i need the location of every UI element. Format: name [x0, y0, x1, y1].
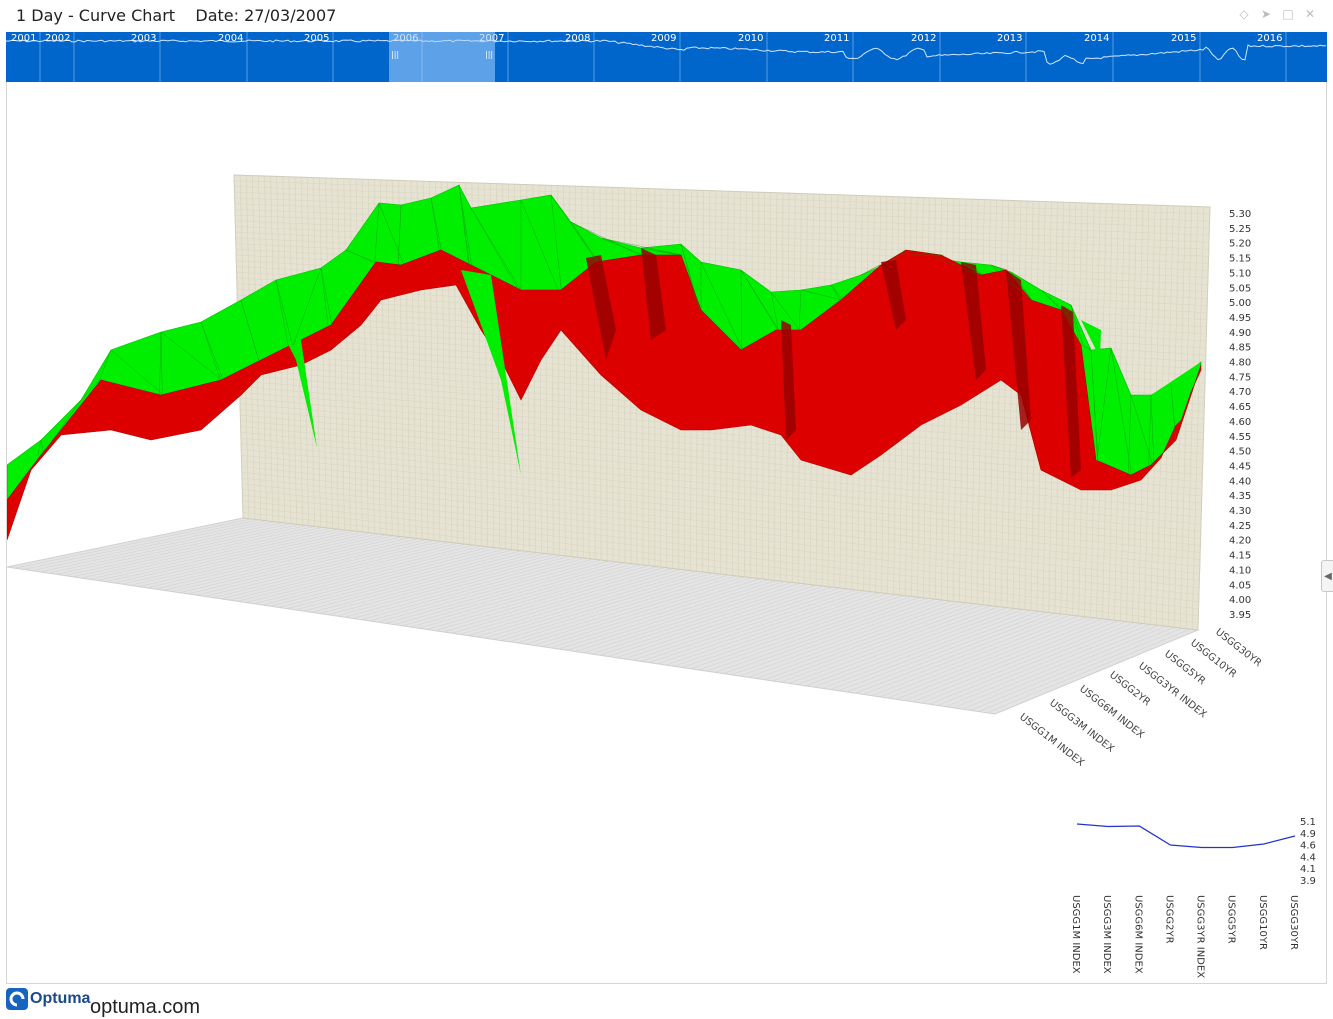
mini-y-tick-label: 4.6 — [1300, 841, 1316, 852]
window-controls: ◇ ➤ □ ✕ — [1237, 6, 1317, 22]
optuma-logo[interactable]: Optuma — [6, 988, 90, 1010]
window-title: 1 Day - Curve Chart Date: 27/03/2007 — [16, 6, 336, 25]
mini-x-tick-label: USGG5YR — [1226, 895, 1237, 944]
timeline-year-label: 2013 — [997, 33, 1022, 44]
mini-x-tick-label: USGG3M INDEX — [1101, 895, 1112, 974]
timeline-right-handle[interactable]: ||| — [485, 50, 489, 60]
z-tick-label: 4.15 — [1229, 551, 1251, 562]
z-tick-label: 4.45 — [1229, 461, 1251, 472]
z-tick-label: 4.10 — [1229, 565, 1251, 576]
mini-y-tick-label: 3.9 — [1300, 876, 1316, 887]
mini-y-tick-label: 5.1 — [1300, 817, 1316, 828]
z-tick-label: 4.80 — [1229, 358, 1251, 369]
timeline-year-label: 2015 — [1171, 33, 1196, 44]
z-tick-label: 5.20 — [1229, 239, 1251, 250]
diamond-icon[interactable]: ◇ — [1237, 6, 1251, 22]
timeline-year-label: 2001 — [11, 33, 36, 44]
z-tick-label: 4.95 — [1229, 313, 1251, 324]
series-axis-label: USGG3YR INDEX — [1136, 661, 1208, 721]
close-icon[interactable]: ✕ — [1303, 6, 1317, 22]
timeline-year-label: 2011 — [824, 33, 849, 44]
z-tick-label: 4.05 — [1229, 580, 1251, 591]
timeline-year-label: 2004 — [218, 33, 243, 44]
pin-icon[interactable]: ➤ — [1259, 6, 1273, 22]
mini-x-tick-label: USGG2YR — [1163, 895, 1174, 944]
z-tick-label: 4.20 — [1229, 536, 1251, 547]
timeline-year-label: 2005 — [304, 33, 329, 44]
timeline-year-label: 2014 — [1084, 33, 1109, 44]
timeline-year-label: 2002 — [45, 33, 70, 44]
z-tick-label: 4.35 — [1229, 491, 1251, 502]
timeline-year-label: 2008 — [565, 33, 590, 44]
mini-y-tick-label: 4.4 — [1300, 852, 1316, 863]
z-tick-label: 5.30 — [1229, 209, 1251, 220]
z-tick-label: 4.60 — [1229, 417, 1251, 428]
z-tick-label: 4.70 — [1229, 387, 1251, 398]
timeline-year-label: 2012 — [911, 33, 936, 44]
chart-area[interactable]: 5.30 5.25 5.20 5.15 5.10 5.05 5.00 4.95 4.90 4.85… — [6, 82, 1327, 984]
timeline-selection-window[interactable]: ||| ||| — [389, 32, 495, 82]
z-tick-label: 4.55 — [1229, 432, 1251, 443]
z-tick-label: 4.40 — [1229, 476, 1251, 487]
z-tick-label: 3.95 — [1229, 610, 1251, 621]
mini-y-tick-label: 4.1 — [1300, 864, 1316, 875]
maximize-icon[interactable]: □ — [1281, 6, 1295, 22]
z-tick-label: 4.50 — [1229, 447, 1251, 458]
z-tick-label: 4.75 — [1229, 372, 1251, 383]
z-tick-label: 5.05 — [1229, 283, 1251, 294]
z-tick-label: 4.30 — [1229, 506, 1251, 517]
z-tick-label: 5.25 — [1229, 224, 1251, 235]
mini-curve-line — [1077, 824, 1295, 848]
z-tick-label: 4.90 — [1229, 328, 1251, 339]
timeline-year-label: 2010 — [738, 33, 763, 44]
timeline-year-label: 2003 — [131, 33, 156, 44]
date-label: Date: 27/03/2007 — [195, 6, 336, 25]
mini-x-tick-label: USGG1M INDEX — [1070, 895, 1081, 974]
z-tick-label: 4.00 — [1229, 595, 1251, 606]
timeline-year-label: 2009 — [651, 33, 676, 44]
z-tick-label: 4.65 — [1229, 402, 1251, 413]
z-tick-label: 4.25 — [1229, 521, 1251, 532]
footer: Optuma optuma.com — [0, 984, 1333, 1016]
logo-text: Optuma — [30, 990, 90, 1008]
mini-x-tick-label: USGG3YR INDEX — [1195, 895, 1206, 978]
mini-y-tick-label: 4.9 — [1300, 829, 1316, 840]
z-tick-label: 4.85 — [1229, 343, 1251, 354]
timeline-left-handle[interactable]: ||| — [391, 50, 395, 60]
curve-surface-chart[interactable]: 5.30 5.25 5.20 5.15 5.10 5.05 5.00 4.95 4.90 4.85… — [7, 82, 1328, 984]
mini-x-tick-label: USGG10YR — [1257, 895, 1268, 950]
timeline-year-label: 2016 — [1257, 33, 1282, 44]
timeline-navigator[interactable]: 2001200220032004200520062007200820092010… — [6, 32, 1327, 82]
mini-x-tick-label: USGG6M INDEX — [1132, 895, 1143, 974]
z-tick-label: 5.15 — [1229, 254, 1251, 265]
z-tick-label: 5.00 — [1229, 298, 1251, 309]
optuma-logo-icon — [6, 988, 28, 1010]
chevron-left-icon[interactable]: ◀ — [1321, 560, 1333, 592]
mini-x-tick-label: USGG30YR — [1288, 895, 1299, 950]
title-bar: 1 Day - Curve Chart Date: 27/03/2007 ◇ ➤… — [0, 0, 1333, 32]
z-tick-label: 5.10 — [1229, 268, 1251, 279]
chart-title: 1 Day - Curve Chart — [16, 6, 175, 25]
